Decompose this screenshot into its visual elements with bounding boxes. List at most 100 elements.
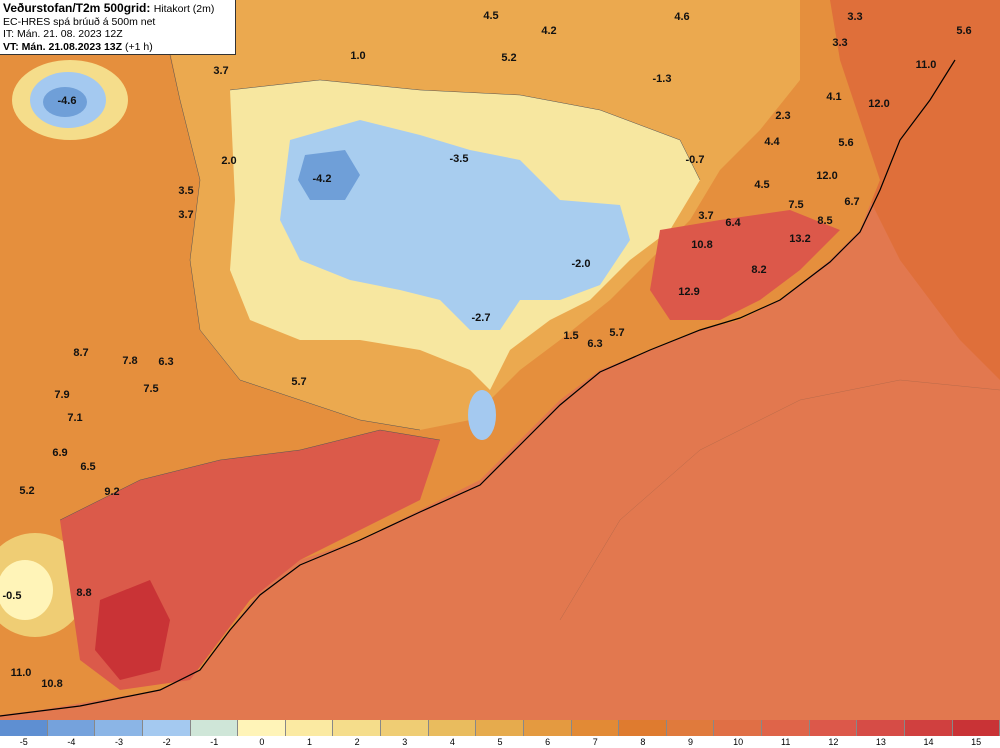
se-coast-red: [650, 210, 840, 320]
colorbar-swatch: [952, 720, 1000, 736]
map-title-sub: Hitakort (2m): [153, 3, 215, 15]
colorbar: -5 -4 -3 -2 -1 0 1 2 3 4 5 6 7 8 9 10 11 12 13 14 15: [0, 720, 1000, 748]
temperature-label: 7.5: [788, 199, 804, 211]
colorbar-ticks: -5 -4 -3 -2 -1 0 1 2 3 4 5 6 7 8 9 10 11 12 13 14 15: [0, 737, 1000, 748]
contour-line: [229, 79, 701, 181]
temperature-label: -2.7: [471, 312, 491, 324]
temperature-label: 5.7: [291, 376, 307, 388]
temperature-label: 8.2: [751, 264, 767, 276]
temperature-label: 6.3: [587, 338, 603, 350]
cold-patch-sw-inner: [0, 560, 53, 620]
colorbar-swatch: [333, 720, 381, 736]
temperature-label: 3.5: [178, 185, 194, 197]
temperature-label: 6.5: [80, 461, 96, 473]
colorbar-swatch: [714, 720, 762, 736]
temperature-label: -0.5: [2, 590, 22, 602]
colorbar-tick-label: 9: [687, 737, 693, 747]
colorbar-tick-label: 4: [449, 737, 455, 747]
temperature-label: 7.8: [122, 355, 138, 367]
temperature-label: 7.5: [143, 383, 159, 395]
colorbar-swatch: [142, 720, 191, 736]
temperature-label: 5.2: [501, 52, 517, 64]
contour-line: [559, 379, 1000, 621]
temperature-label: 1.0: [350, 50, 366, 62]
temperature-label: 6.7: [844, 196, 860, 208]
map-header: Veðurstofan/T2m 500grid: Hitakort (2m) E…: [0, 0, 236, 55]
model-description: EC-HRES spá brúuð á 500m net: [3, 15, 156, 28]
temperature-label: 11.0: [10, 667, 32, 679]
temperature-label: 6.9: [52, 447, 68, 459]
temperature-label: 4.2: [541, 25, 557, 37]
temperature-label: -2.0: [571, 258, 591, 270]
colorbar-swatch: [571, 720, 620, 736]
temperature-label: 3.7: [698, 210, 714, 222]
temperature-label: 12.0: [816, 170, 838, 182]
temperature-label: 2.0: [221, 155, 237, 167]
temperature-label: 8.5: [817, 215, 833, 227]
temperature-label: 10.8: [691, 239, 713, 251]
colorbar-swatch: [47, 720, 96, 736]
temperature-label: 2.3: [775, 110, 791, 122]
temperature-label: 9.2: [104, 486, 120, 498]
temperature-label: 8.8: [76, 587, 92, 599]
colorbar-tick-label: 11: [781, 737, 791, 747]
colorbar-swatch: [762, 720, 810, 736]
colorbar-tick-label: -3: [115, 737, 124, 747]
temperature-label: 5.6: [838, 137, 854, 149]
colorbar-tick-label: 5: [497, 737, 503, 747]
colorbar-swatches: [0, 720, 1000, 736]
temperature-label: -4.6: [57, 95, 77, 107]
colorbar-swatch: [190, 720, 239, 736]
temperature-label: 1.5: [563, 330, 579, 342]
colorbar-swatch: [95, 720, 143, 736]
colorbar-swatch: [523, 720, 572, 736]
colorbar-swatch: [857, 720, 905, 736]
colorbar-tick-label: 7: [592, 737, 598, 747]
temperature-label: 6.3: [158, 356, 174, 368]
valid-time: VT: Mán. 21.08.2023 13Z (+1 h): [3, 40, 153, 53]
glacier-blue: [280, 120, 630, 330]
colorbar-swatch: [476, 720, 524, 736]
temperature-label: 4.4: [764, 136, 780, 148]
colorbar-tick-label: 13: [875, 737, 886, 747]
colorbar-swatch: [809, 720, 858, 736]
temperature-label: 5.6: [956, 25, 972, 37]
temperature-label: -3.5: [449, 153, 469, 165]
colorbar-swatch: [238, 720, 286, 736]
contour-line: [159, 9, 421, 431]
colorbar-swatch: [285, 720, 334, 736]
colorbar-tick-label: 12: [828, 737, 839, 747]
colorbar-tick-label: -5: [19, 737, 28, 747]
issue-time: IT: Mán. 21. 08. 2023 12Z: [3, 28, 123, 40]
temperature-label: 5.2: [19, 485, 35, 497]
temperature-label: 12.9: [678, 286, 700, 298]
colorbar-swatch: [381, 720, 429, 736]
temperature-label: 4.6: [674, 11, 690, 23]
temperature-label: 4.5: [754, 179, 770, 191]
temperature-label: 3.7: [178, 209, 194, 221]
colorbar-swatch: [666, 720, 715, 736]
temperature-label: 7.9: [54, 389, 70, 401]
colorbar-tick-label: -4: [67, 737, 76, 747]
temperature-label: 7.1: [67, 412, 83, 424]
temperature-label: 11.0: [915, 59, 937, 71]
temperature-label: 5.7: [609, 327, 625, 339]
temperature-label: 3.3: [832, 37, 848, 49]
colorbar-tick-label: 10: [733, 737, 744, 747]
colorbar-tick-label: 0: [259, 737, 265, 747]
coastline: [0, 59, 956, 717]
contour-line: [59, 429, 441, 521]
temperature-label: 3.7: [213, 65, 229, 77]
temperature-map: [0, 0, 1000, 717]
map-title: Veðurstofan/T2m 500grid: Hitakort (2m): [3, 1, 215, 15]
temperature-label: 4.1: [826, 91, 842, 103]
colorbar-tick-label: 15: [971, 737, 982, 747]
temperature-label: 12.0: [868, 98, 890, 110]
south-hot-core: [95, 580, 170, 680]
temperature-label: 6.4: [725, 217, 741, 229]
valid-offset: (+1 h): [125, 40, 153, 53]
colorbar-swatch: [0, 720, 48, 736]
colorbar-tick-label: 8: [640, 737, 646, 747]
colorbar-swatch: [904, 720, 953, 736]
colorbar-swatch: [428, 720, 477, 736]
